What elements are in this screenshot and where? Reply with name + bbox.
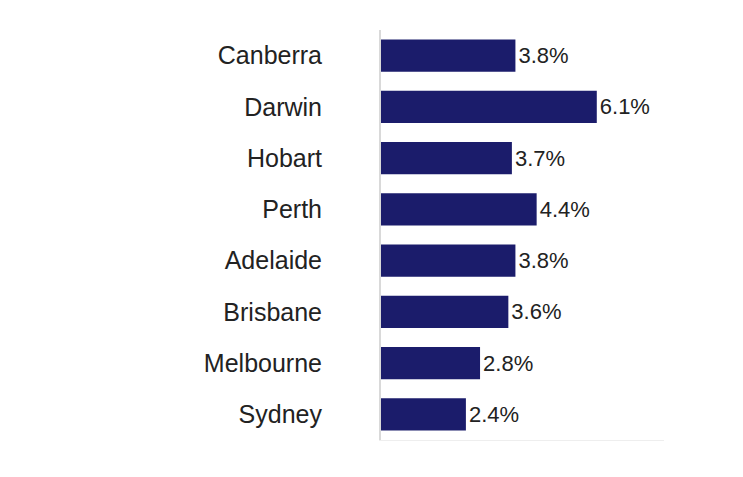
svg-text:Brisbane: Brisbane <box>223 298 322 326</box>
svg-text:3.7%: 3.7% <box>515 146 565 171</box>
svg-text:Melbourne: Melbourne <box>204 349 322 377</box>
svg-text:3.8%: 3.8% <box>518 248 568 273</box>
svg-text:Darwin: Darwin <box>244 93 322 121</box>
svg-text:Perth: Perth <box>262 195 322 223</box>
svg-text:4.4%: 4.4% <box>540 197 590 222</box>
svg-text:Adelaide: Adelaide <box>225 246 322 274</box>
svg-text:2.8%: 2.8% <box>483 351 533 376</box>
svg-text:Sydney: Sydney <box>239 400 323 428</box>
svg-text:Canberra: Canberra <box>218 41 322 69</box>
svg-text:6.1%: 6.1% <box>600 94 650 119</box>
svg-text:3.8%: 3.8% <box>518 43 568 68</box>
svg-text:Hobart: Hobart <box>247 144 322 172</box>
svg-text:3.6%: 3.6% <box>511 299 561 324</box>
svg-text:2.4%: 2.4% <box>469 402 519 427</box>
